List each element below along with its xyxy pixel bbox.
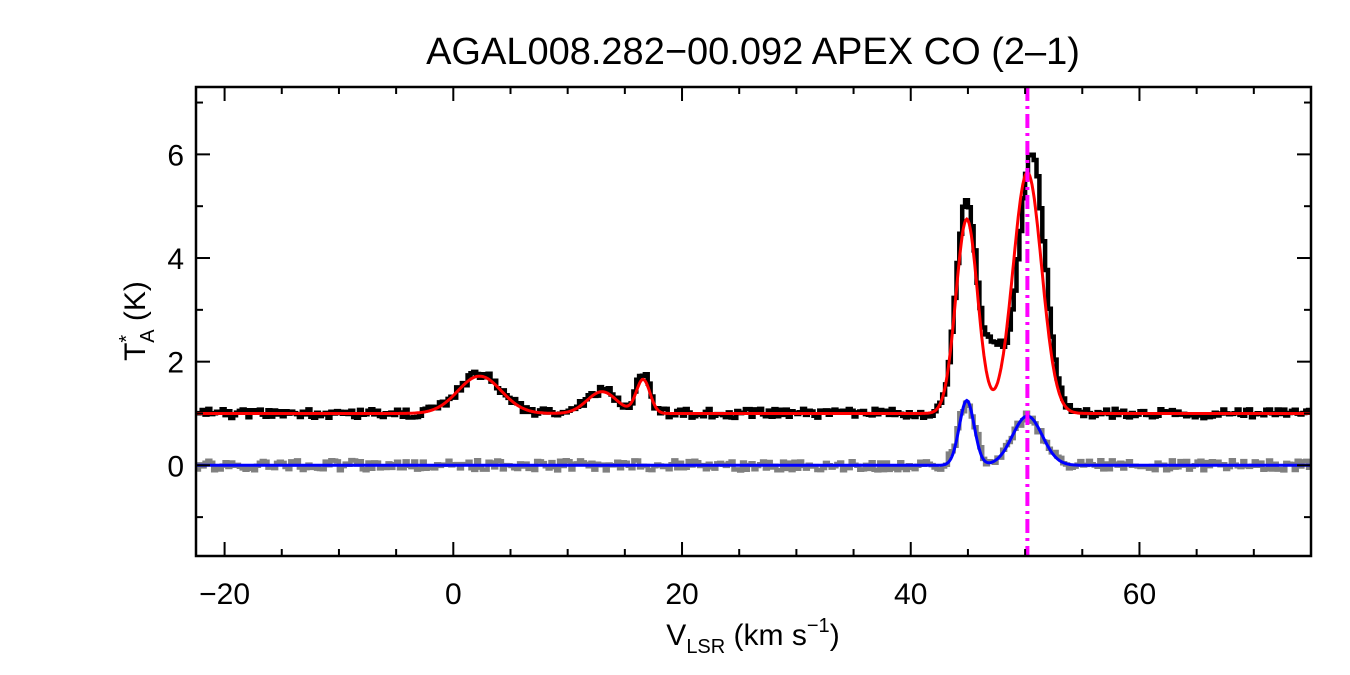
y-tick-label: 6 — [167, 139, 184, 172]
axis-ticks — [196, 87, 1312, 556]
x-axis-label-main: V — [666, 619, 686, 652]
chart-title: AGAL008.282−00.092 APEX CO (2–1) — [426, 31, 1080, 73]
y-axis-label-sub: A — [137, 329, 159, 343]
x-axis-label-close: ) — [830, 619, 840, 652]
x-tick-label: 60 — [1123, 578, 1156, 611]
series-0-step — [196, 152, 1311, 421]
y-axis-label-sup: * — [116, 335, 138, 343]
series-2-step — [196, 400, 1311, 473]
x-tick-label: −20 — [199, 578, 250, 611]
x-tick-label: 20 — [665, 578, 698, 611]
y-axis-label: T*A (K) — [116, 281, 159, 361]
y-axis-label-rest: (K) — [119, 281, 152, 329]
x-axis-label-sub: LSR — [686, 636, 725, 658]
plot-lines — [196, 152, 1311, 473]
x-tick-label: 40 — [894, 578, 927, 611]
x-axis-label-rest: (km s — [725, 619, 807, 652]
x-axis-label: VLSR (km s−1) — [666, 615, 839, 658]
y-axis-label-main: T — [119, 343, 152, 361]
y-tick-label: 2 — [167, 347, 184, 380]
y-tick-label: 4 — [167, 243, 184, 276]
plot-frame — [194, 85, 1313, 558]
series-1-line — [196, 170, 1311, 415]
y-tick-label: 0 — [167, 450, 184, 483]
tick-labels: −20 0 20 40 60 0 2 4 6 — [167, 139, 1156, 611]
x-tick-label: 0 — [445, 578, 462, 611]
series-3-line — [196, 398, 1311, 467]
x-axis-label-sup: −1 — [807, 615, 830, 637]
